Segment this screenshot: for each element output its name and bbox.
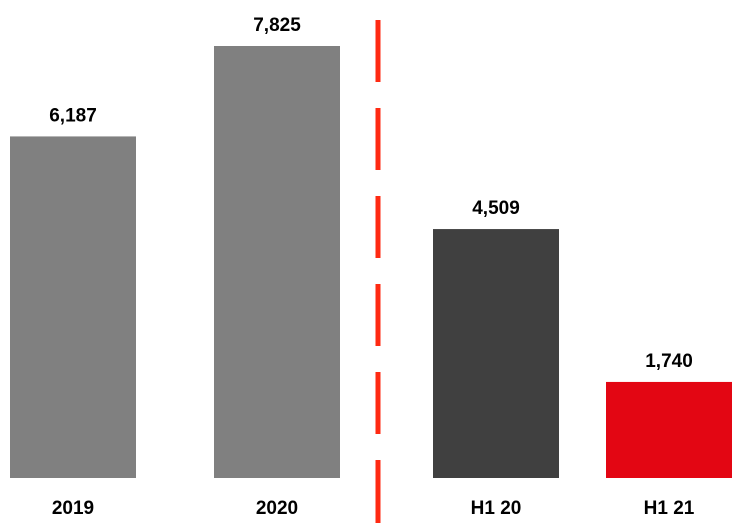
value-label: 6,187 bbox=[49, 105, 97, 126]
value-label: 4,509 bbox=[472, 198, 520, 219]
bar-2020 bbox=[214, 46, 340, 478]
value-label: 7,825 bbox=[253, 15, 301, 36]
category-label: 2019 bbox=[52, 498, 94, 519]
bar-2019 bbox=[10, 136, 136, 478]
category-labels: 2019 2020 H1 20 H1 21 bbox=[52, 498, 695, 519]
value-label: 1,740 bbox=[645, 351, 693, 372]
bar-h1-20 bbox=[433, 229, 559, 478]
category-label: H1 21 bbox=[644, 498, 695, 519]
category-label: 2020 bbox=[256, 498, 298, 519]
value-labels: 6,187 7,825 4,509 1,740 bbox=[49, 15, 693, 372]
category-label: H1 20 bbox=[471, 498, 522, 519]
bar-h1-21 bbox=[606, 381, 732, 478]
bars-layer bbox=[10, 46, 732, 478]
